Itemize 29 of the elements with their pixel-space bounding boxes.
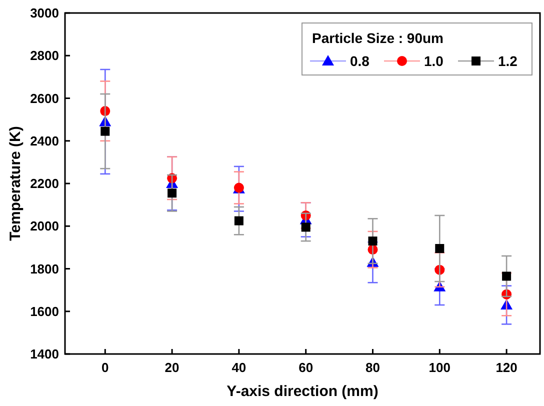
- y-tick-label: 1400: [30, 346, 59, 362]
- x-tick-label: 0: [102, 360, 109, 375]
- x-tick-label: 40: [232, 360, 246, 375]
- point: [368, 236, 378, 246]
- y-tick-label: 1800: [30, 261, 59, 276]
- point: [100, 126, 110, 136]
- x-tick-label: 80: [366, 360, 380, 375]
- x-tick-label: 20: [164, 360, 180, 375]
- legend-label: 0.8: [350, 53, 370, 69]
- x-tick-label: 100: [428, 360, 450, 375]
- y-tick-label: 2800: [30, 48, 59, 64]
- y-tick-label: 2000: [30, 218, 59, 234]
- y-axis-title: Temperature (K): [7, 126, 24, 241]
- y-tick-label: 3000: [30, 6, 59, 21]
- point: [168, 188, 177, 198]
- point: [502, 272, 512, 281]
- legend-label: 1.0: [424, 53, 444, 69]
- x-tick-label: 60: [298, 360, 314, 375]
- y-tick-label: 2400: [30, 133, 59, 148]
- x-axis-title: Y-axis direction (mm): [226, 383, 378, 400]
- x-tick-label: 120: [496, 360, 518, 375]
- y-tick-label: 2600: [30, 90, 59, 106]
- legend-title: Particle Size : 90um: [312, 30, 444, 46]
- y-tick-label: 1600: [30, 304, 59, 319]
- point: [435, 244, 444, 254]
- legend-label: 1.2: [498, 53, 518, 69]
- point: [301, 222, 310, 232]
- y-tick-label: 2200: [30, 176, 59, 192]
- point: [234, 216, 244, 226]
